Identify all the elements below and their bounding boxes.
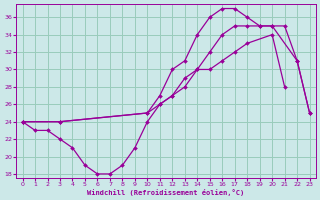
X-axis label: Windchill (Refroidissement éolien,°C): Windchill (Refroidissement éolien,°C) xyxy=(87,189,245,196)
